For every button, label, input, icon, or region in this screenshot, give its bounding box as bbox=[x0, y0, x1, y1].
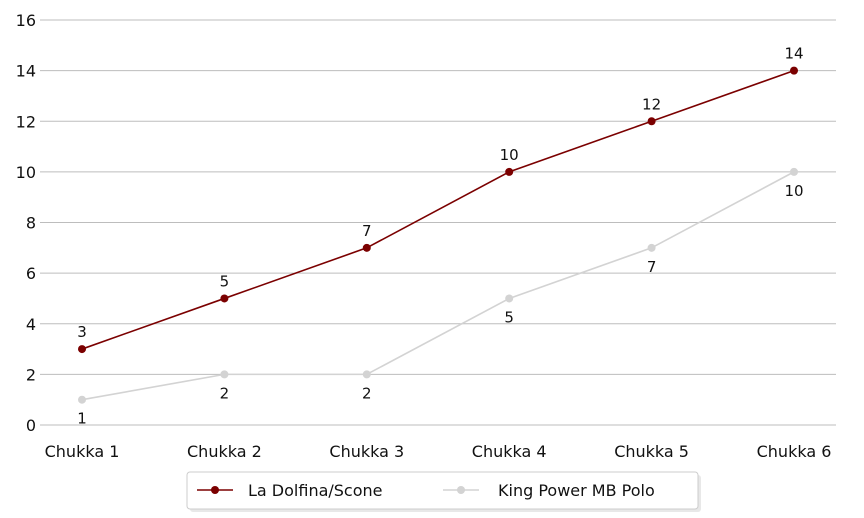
x-tick-label: Chukka 1 bbox=[45, 442, 120, 461]
legend[interactable]: La Dolfina/Scone King Power MB Polo bbox=[186, 471, 701, 512]
series-0: 3 5 7 10 12 14 bbox=[77, 45, 804, 354]
data-label: 14 bbox=[784, 45, 803, 63]
data-point bbox=[790, 66, 798, 75]
x-tick-label: Chukka 6 bbox=[757, 442, 832, 461]
legend-label: La Dolfina/Scone bbox=[248, 481, 383, 500]
data-label: 1 bbox=[77, 410, 87, 428]
data-label: 10 bbox=[500, 146, 519, 164]
x-tick-label: Chukka 4 bbox=[472, 442, 547, 461]
data-label: 10 bbox=[784, 182, 803, 200]
data-label: 5 bbox=[504, 308, 514, 326]
data-point bbox=[362, 243, 371, 252]
x-tick-label: Chukka 2 bbox=[187, 442, 262, 461]
data-label: 7 bbox=[362, 222, 372, 240]
legend-item-1[interactable]: King Power MB Polo bbox=[443, 481, 655, 500]
legend-label: King Power MB Polo bbox=[498, 481, 655, 500]
y-tick-label: 14 bbox=[16, 62, 36, 81]
y-tick-label: 0 bbox=[26, 416, 36, 435]
series-line bbox=[81, 171, 795, 401]
data-point bbox=[78, 345, 86, 354]
data-label: 2 bbox=[362, 384, 372, 402]
y-tick-label: 2 bbox=[26, 365, 36, 384]
y-tick-label: 12 bbox=[16, 112, 36, 131]
data-point bbox=[647, 117, 656, 126]
legend-marker bbox=[457, 486, 465, 494]
y-tick-label: 4 bbox=[26, 315, 36, 334]
data-label: 3 bbox=[77, 323, 87, 341]
data-label: 12 bbox=[642, 95, 661, 113]
data-point bbox=[362, 370, 371, 379]
y-tick-label: 16 bbox=[16, 11, 36, 30]
data-point bbox=[647, 243, 656, 252]
x-tick-label: Chukka 3 bbox=[329, 442, 404, 461]
legend-box bbox=[186, 471, 699, 510]
data-label: 7 bbox=[647, 258, 657, 276]
y-tick-label: 10 bbox=[16, 163, 36, 182]
series-line bbox=[81, 69, 795, 350]
legend-item-0[interactable]: La Dolfina/Scone bbox=[197, 481, 383, 500]
y-tick-label: 6 bbox=[26, 264, 36, 283]
legend-marker bbox=[211, 486, 219, 494]
x-tick-label: Chukka 5 bbox=[614, 442, 689, 461]
data-point bbox=[220, 294, 229, 303]
data-point bbox=[505, 294, 514, 303]
y-tick-label: 8 bbox=[26, 214, 36, 233]
data-point bbox=[505, 167, 514, 176]
data-point bbox=[790, 167, 798, 176]
data-point bbox=[78, 395, 86, 404]
data-label: 5 bbox=[220, 272, 230, 290]
series-1: 1 2 2 5 7 10 bbox=[77, 167, 804, 428]
gridlines bbox=[40, 19, 836, 426]
data-label: 2 bbox=[220, 384, 230, 402]
data-point bbox=[220, 370, 229, 379]
